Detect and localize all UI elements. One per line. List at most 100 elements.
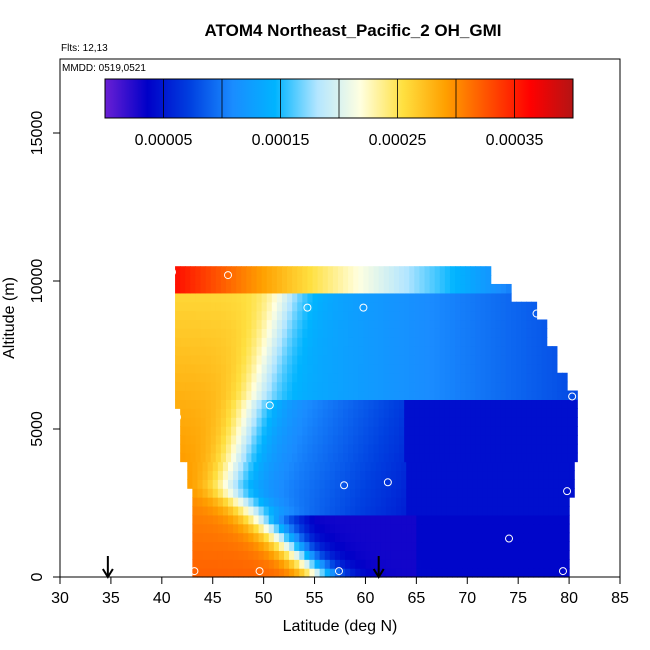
heatmap-cell xyxy=(287,417,293,427)
heatmap-cell xyxy=(297,346,303,356)
heatmap-cell xyxy=(414,372,421,383)
heatmap-cell xyxy=(475,346,482,356)
heatmap-cell xyxy=(482,541,489,551)
heatmap-cell xyxy=(243,523,249,534)
heatmap-cell xyxy=(297,355,303,365)
heatmap-cell xyxy=(396,532,402,543)
heatmap-cell xyxy=(531,390,538,400)
heatmap-cell xyxy=(434,443,441,454)
heatmap-cell xyxy=(368,319,375,329)
heatmap-cell xyxy=(195,328,202,338)
heatmap-cell xyxy=(482,479,489,489)
heatmap-cell xyxy=(480,346,487,356)
heatmap-cell xyxy=(236,390,242,400)
heatmap-cell xyxy=(569,470,575,480)
heatmap-cell xyxy=(363,443,370,454)
heatmap-cell xyxy=(378,346,385,356)
heatmap-cell xyxy=(353,346,359,356)
heatmap-cell xyxy=(419,399,426,409)
heatmap-cell xyxy=(375,479,382,489)
heatmap-cell xyxy=(533,514,540,525)
heatmap-cell xyxy=(337,372,344,383)
heatmap-cell xyxy=(516,363,522,374)
heatmap-cell xyxy=(348,275,354,285)
heatmap-cell xyxy=(246,372,253,383)
heatmap-cell xyxy=(266,372,273,383)
heatmap-cell xyxy=(561,381,568,392)
heatmap-cell xyxy=(449,434,456,445)
heatmap-cell xyxy=(485,283,492,294)
heatmap-cell xyxy=(190,266,197,276)
heatmap-cell xyxy=(256,399,263,409)
heatmap-cell xyxy=(343,443,349,454)
heatmap-cell xyxy=(297,381,303,392)
heatmap-cell xyxy=(340,559,346,569)
heatmap-cell xyxy=(246,381,253,392)
heatmap-cell xyxy=(312,328,319,338)
heatmap-cell xyxy=(416,541,423,551)
heatmap-cell xyxy=(358,266,365,276)
heatmap-cell xyxy=(470,337,477,347)
heatmap-cell xyxy=(322,301,329,312)
heatmap-cell xyxy=(225,346,232,356)
heatmap-cell xyxy=(251,346,258,356)
heatmap-cell xyxy=(327,310,334,321)
heatmap-cell xyxy=(551,434,558,445)
heatmap-cell xyxy=(322,363,329,374)
heatmap-cell xyxy=(253,532,260,543)
heatmap-cell xyxy=(572,408,578,418)
heatmap-cell xyxy=(373,346,380,356)
heatmap-cell xyxy=(205,381,212,392)
heatmap-cell xyxy=(322,443,329,454)
heatmap-cell xyxy=(436,497,443,507)
heatmap-cell xyxy=(370,479,377,489)
heatmap-cell xyxy=(256,283,263,294)
heatmap-cell xyxy=(233,461,239,472)
heatmap-cell xyxy=(299,550,305,560)
heatmap-cell xyxy=(516,390,522,400)
heatmap-cell xyxy=(569,488,575,498)
heatmap-cell xyxy=(348,426,354,436)
heatmap-cell xyxy=(500,372,507,383)
heatmap-cell xyxy=(281,310,288,321)
heatmap-cell xyxy=(241,434,247,445)
heatmap-cell xyxy=(439,426,446,436)
heatmap-cell xyxy=(411,497,417,507)
heatmap-cell xyxy=(180,346,186,356)
heatmap-cell xyxy=(513,488,519,498)
heatmap-cell xyxy=(228,470,234,480)
heatmap-cell xyxy=(253,523,260,534)
heatmap-cell xyxy=(531,346,538,356)
heatmap-cell xyxy=(480,390,487,400)
heatmap-cell xyxy=(482,505,489,516)
heatmap-cell xyxy=(312,452,319,463)
heatmap-cell xyxy=(368,443,375,454)
heatmap-cell xyxy=(531,452,538,463)
heatmap-cell xyxy=(312,292,319,303)
heatmap-cell xyxy=(416,470,423,480)
heatmap-cell xyxy=(414,337,421,347)
heatmap-cell xyxy=(337,266,344,276)
heatmap-cell xyxy=(551,408,558,418)
heatmap-cell xyxy=(380,514,387,525)
heatmap-cell xyxy=(396,523,402,534)
heatmap-cell xyxy=(276,283,283,294)
heatmap-cell xyxy=(263,514,270,525)
heatmap-cell xyxy=(370,550,377,560)
heatmap-cell xyxy=(273,550,280,560)
heatmap-cell xyxy=(334,568,341,578)
heatmap-cell xyxy=(343,408,349,418)
heatmap-cell xyxy=(175,266,181,276)
heatmap-cell xyxy=(378,381,385,392)
heatmap-cell xyxy=(419,434,426,445)
heatmap-cell xyxy=(289,488,295,498)
heatmap-cell xyxy=(436,541,443,551)
heatmap-cell xyxy=(299,505,305,516)
heatmap-cell xyxy=(238,532,244,543)
heatmap-cell xyxy=(567,399,573,409)
heatmap-cell xyxy=(538,479,545,489)
heatmap-cell xyxy=(511,399,517,409)
heatmap-cell xyxy=(536,417,543,427)
heatmap-cell xyxy=(439,337,446,347)
heatmap-cell xyxy=(526,346,533,356)
